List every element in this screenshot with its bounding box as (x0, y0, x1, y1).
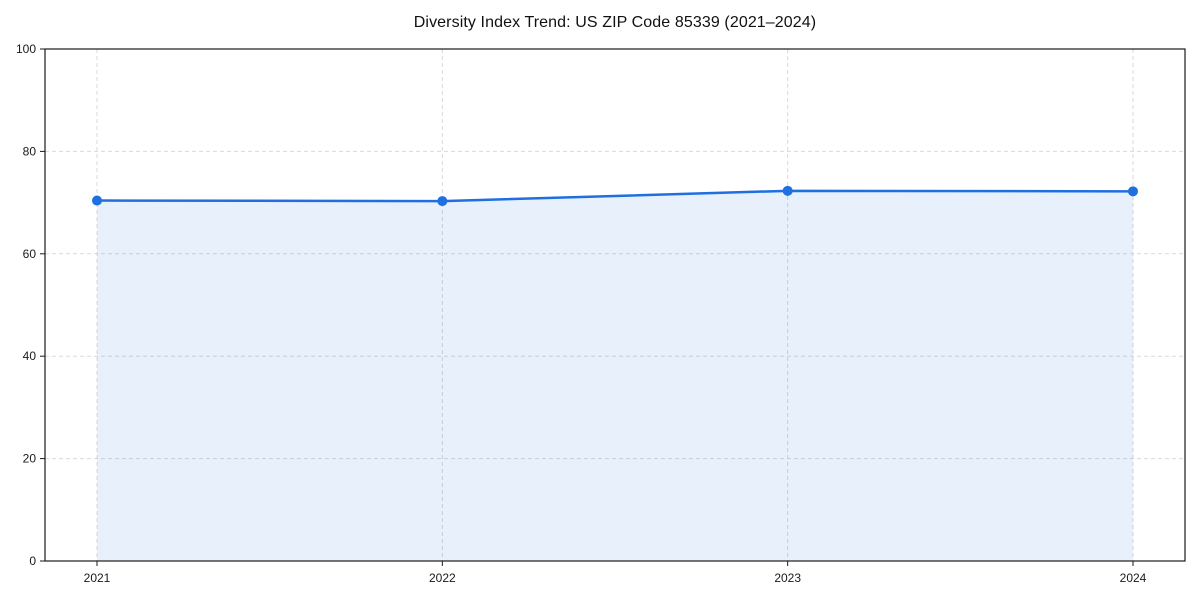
x-tick-label-2023: 2023 (774, 571, 801, 585)
x-tick-label-2021: 2021 (84, 571, 111, 585)
chart-title: Diversity Index Trend: US ZIP Code 85339… (413, 14, 817, 31)
y-tick-label-100: 100 (16, 42, 36, 56)
y-tick-label-40: 40 (23, 349, 37, 363)
y-tick-label-60: 60 (23, 247, 37, 261)
trend-line (95, 189, 1135, 203)
plot-border (44, 48, 1186, 562)
y-tick-label-0: 0 (29, 554, 36, 568)
y-tick-label-80: 80 (23, 144, 37, 158)
x-tick-label-2022: 2022 (429, 571, 456, 585)
data-point-2023 (782, 185, 793, 196)
area-fill (97, 190, 1133, 561)
data-point-2024 (1128, 186, 1138, 197)
data-point-2022 (437, 196, 448, 207)
data-point-2021 (92, 195, 102, 206)
x-tick-label-2024: 2024 (1120, 571, 1147, 585)
y-tick-label-20: 20 (23, 452, 37, 466)
